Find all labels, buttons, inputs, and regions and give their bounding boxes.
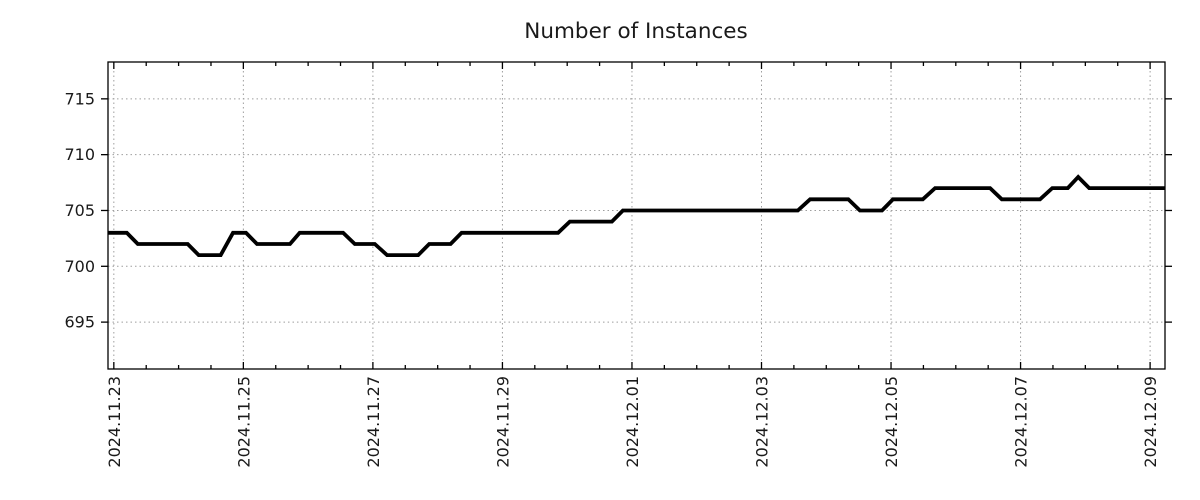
x-tick-label: 2024.12.05	[882, 376, 901, 468]
x-tick-label: 2024.12.07	[1012, 376, 1031, 468]
y-tick-label: 710	[64, 145, 95, 164]
plot-area: 695 700 705 710 715 2024.11.23 2024.11.25 2024.…	[64, 61, 1172, 468]
plot-frame	[107, 61, 1166, 370]
x-tick-label: 2024.12.03	[753, 376, 772, 468]
chart-title: Number of Instances	[524, 19, 747, 44]
x-tick-label: 2024.12.01	[623, 376, 642, 468]
x-tick-label: 2024.11.27	[364, 376, 383, 468]
y-tick-label: 715	[64, 89, 95, 108]
x-tick-label: 2024.11.23	[105, 376, 124, 468]
y-tick-label: 695	[64, 313, 95, 332]
y-tick-label: 700	[64, 257, 95, 276]
y-tick-label: 705	[64, 201, 95, 220]
series-line-instances	[108, 174, 1165, 258]
x-tick-label: 2024.12.09	[1141, 376, 1160, 468]
x-tick-label: 2024.11.25	[234, 376, 253, 468]
x-tick-label: 2024.11.29	[493, 376, 512, 468]
